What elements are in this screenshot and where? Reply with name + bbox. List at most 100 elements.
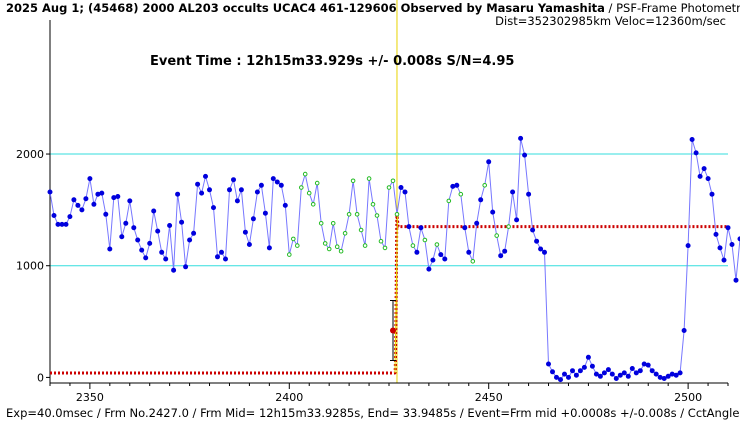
data-point (438, 252, 444, 258)
data-point (498, 253, 504, 259)
data-point (135, 237, 141, 243)
data-point (147, 240, 153, 246)
data-series (47, 135, 740, 383)
data-point (51, 213, 57, 218)
data-point (295, 243, 300, 248)
data-point (406, 224, 412, 230)
data-point (701, 166, 707, 172)
data-point (625, 373, 631, 379)
data-point (111, 195, 117, 201)
data-point (629, 366, 635, 371)
data-point (470, 259, 476, 264)
data-point (79, 207, 85, 213)
data-point (566, 374, 571, 380)
data-point (426, 266, 432, 272)
data-point (589, 363, 595, 369)
data-point (374, 213, 380, 218)
data-point (581, 364, 587, 370)
data-point (342, 231, 348, 236)
data-point (306, 190, 312, 196)
data-point (526, 191, 532, 197)
data-point (354, 212, 360, 217)
data-point (159, 249, 165, 255)
data-point (661, 376, 667, 381)
data-point (366, 176, 372, 181)
footer-info: Exp=40.0msec / Frm No.2427.0 / Frm Mid= … (6, 406, 740, 420)
data-point (605, 367, 611, 373)
data-point (641, 361, 647, 367)
data-point (490, 209, 496, 215)
data-point (434, 242, 440, 247)
data-point (398, 185, 404, 190)
data-point (234, 198, 240, 204)
data-point (454, 182, 460, 188)
data-point (227, 187, 232, 193)
data-point (258, 182, 264, 188)
data-point (131, 225, 137, 231)
data-point (450, 183, 456, 189)
data-point (689, 137, 695, 142)
data-point (510, 189, 516, 195)
data-point (382, 245, 388, 251)
data-point (657, 374, 663, 380)
data-point (601, 370, 607, 376)
x-tick-label: 2450 (475, 391, 503, 404)
data-point (231, 177, 236, 183)
data-point (506, 224, 511, 229)
data-point (609, 371, 615, 377)
data-point (223, 256, 228, 262)
data-point (207, 187, 212, 193)
data-point (390, 178, 396, 184)
data-point (63, 221, 69, 227)
data-point (203, 173, 208, 179)
data-point (518, 135, 524, 141)
data-point (593, 371, 599, 377)
data-point (67, 214, 73, 220)
data-point (199, 190, 205, 196)
data-point (378, 238, 384, 244)
data-point (530, 227, 536, 233)
data-point (127, 198, 133, 204)
data-point (370, 202, 376, 207)
data-point (95, 191, 101, 197)
data-point (119, 234, 125, 240)
data-point (91, 201, 97, 207)
data-point (167, 223, 173, 228)
data-point (534, 238, 540, 244)
data-point (123, 220, 129, 226)
grid-layer (50, 0, 728, 383)
data-point (645, 362, 651, 368)
data-point (410, 243, 416, 248)
data-point (394, 212, 400, 217)
data-point (143, 255, 149, 261)
data-point (238, 187, 244, 193)
data-point (99, 190, 105, 196)
data-point (673, 372, 679, 378)
data-point (155, 228, 161, 234)
data-point (653, 371, 659, 377)
data-point (665, 373, 671, 379)
data-point (87, 176, 93, 182)
data-point (729, 242, 735, 247)
data-point (163, 256, 169, 262)
data-point (649, 368, 655, 374)
data-point (242, 229, 248, 235)
y-tick-label: 1000 (16, 260, 44, 273)
data-point (183, 264, 189, 270)
data-point (310, 202, 316, 207)
data-point (191, 230, 197, 236)
data-point (693, 150, 699, 156)
data-point (151, 208, 157, 214)
data-point (55, 221, 61, 227)
data-point (474, 220, 480, 226)
data-point (350, 178, 356, 184)
data-point (458, 191, 464, 197)
data-point (262, 210, 268, 216)
x-tick-label: 2400 (275, 391, 303, 404)
data-point (211, 205, 216, 211)
data-point (326, 246, 332, 252)
data-point (187, 237, 193, 243)
data-point (103, 211, 109, 217)
